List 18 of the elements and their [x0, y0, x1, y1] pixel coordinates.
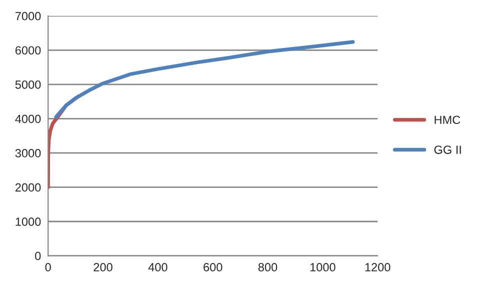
- x-tick-label: 800: [258, 263, 278, 272]
- legend-label: GG II: [434, 146, 461, 154]
- y-tick-label: 4000: [15, 114, 41, 124]
- y-tick-label: 3000: [15, 149, 41, 158]
- x-tick-label: 400: [148, 263, 168, 272]
- x-tick-label: 1200: [365, 263, 390, 272]
- y-tick-label: 2000: [15, 183, 41, 192]
- x-tick-label: 200: [94, 263, 112, 272]
- legend-label: HMC: [434, 116, 460, 124]
- x-tick-label: 0: [45, 263, 51, 272]
- y-tick-label: 5000: [15, 80, 41, 89]
- x-tick-label: 1000: [310, 263, 336, 272]
- y-tick-label: 7000: [16, 12, 41, 20]
- y-tick-label: 1000: [16, 218, 41, 226]
- y-tick-label: 6000: [15, 46, 41, 55]
- x-tick-label: 600: [204, 263, 222, 272]
- line-series: [54, 40, 355, 119]
- y-tick-label: 0: [35, 252, 41, 260]
